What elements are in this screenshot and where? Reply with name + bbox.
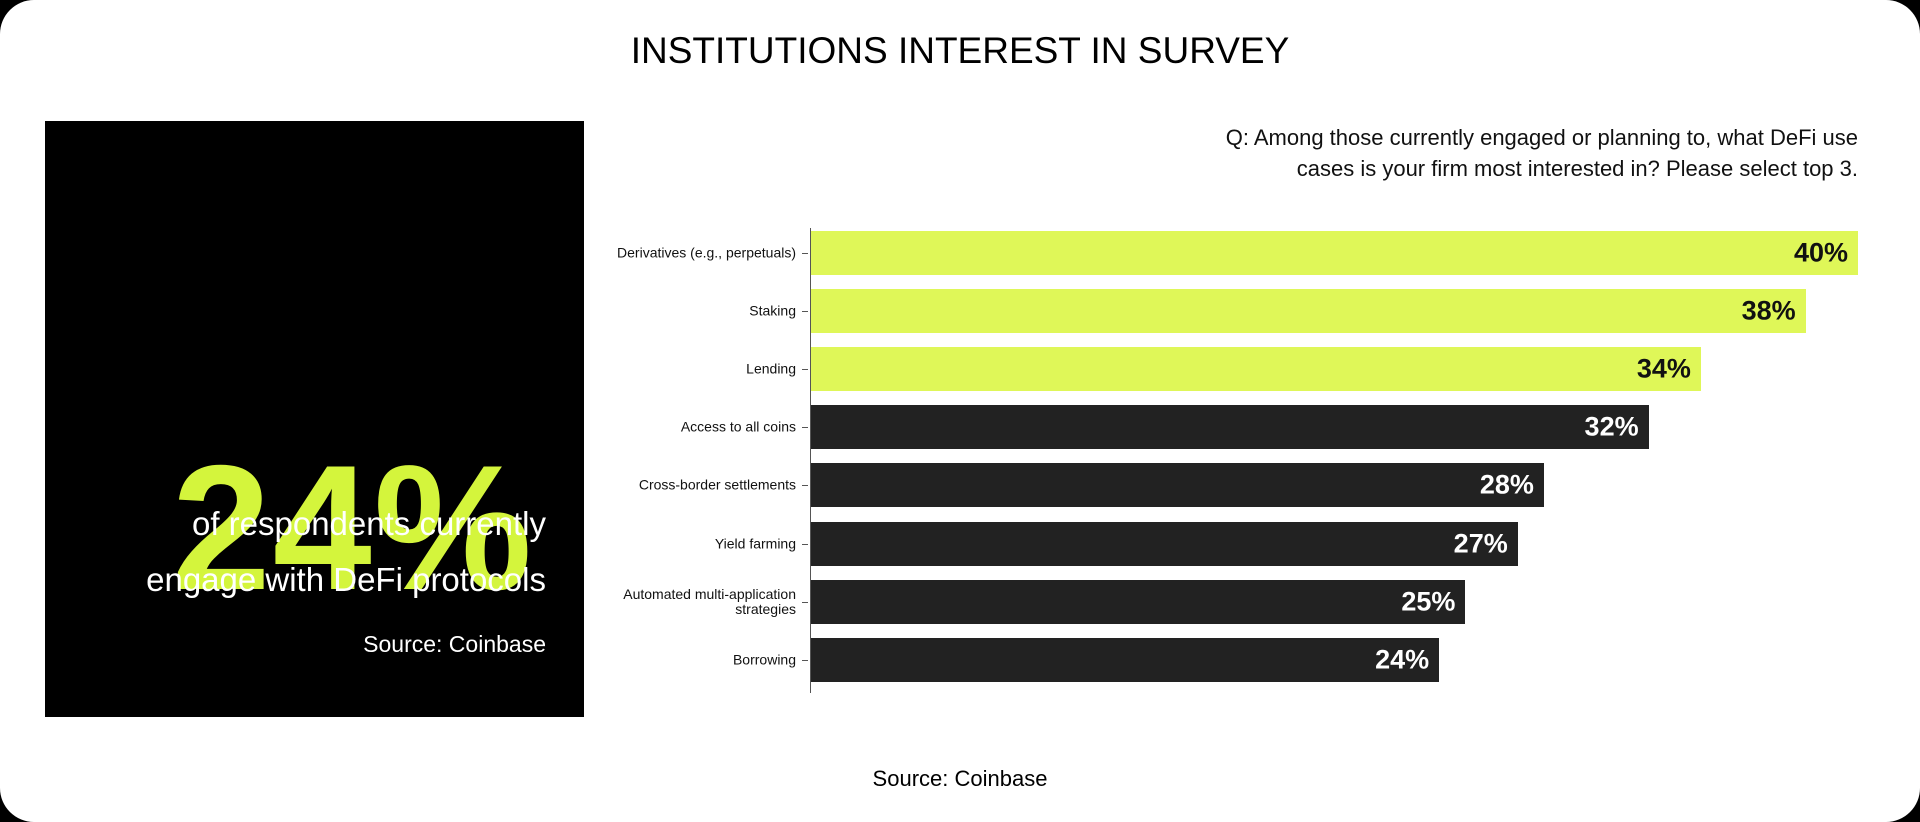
category-label: Access to all coins bbox=[680, 418, 796, 435]
caption: of respondents currently bbox=[191, 505, 546, 542]
category-tick bbox=[802, 659, 808, 661]
category-tick bbox=[802, 253, 808, 254]
title: INSTITUTIONS INTEREST IN SURVEY bbox=[630, 30, 1290, 71]
footer-source: Source: Coinbase bbox=[872, 766, 1048, 791]
category-label: Yield farming bbox=[714, 535, 796, 551]
value-label: 38% bbox=[1741, 295, 1796, 326]
value-label: 25% bbox=[1401, 586, 1456, 617]
caption: engage with DeFi protocols bbox=[146, 561, 546, 598]
category-label: Cross-border settlements bbox=[638, 476, 796, 493]
stat-panel: 24% of respondents currently engage with… bbox=[45, 121, 584, 717]
category-tick bbox=[802, 485, 808, 487]
category-tick bbox=[802, 369, 808, 371]
category-label: Automated multi-application strategies bbox=[623, 585, 796, 617]
question: Q: Among those currently engaged or plan… bbox=[1225, 125, 1858, 150]
value-label: 28% bbox=[1479, 469, 1534, 500]
category-tick bbox=[802, 311, 808, 313]
question: cases is your firm most interested in? P… bbox=[1296, 156, 1858, 181]
value-label: 40% bbox=[1793, 237, 1848, 268]
category-tick bbox=[802, 601, 808, 603]
stat: 24% bbox=[171, 428, 534, 627]
bar bbox=[811, 579, 1466, 624]
panel-source: Source: Coinbase bbox=[363, 631, 546, 657]
bar bbox=[811, 637, 1440, 682]
category-tick bbox=[802, 427, 808, 429]
value-label: 32% bbox=[1584, 411, 1639, 442]
value-label: 24% bbox=[1375, 644, 1430, 675]
bar bbox=[811, 521, 1518, 566]
category-label: Staking bbox=[749, 302, 796, 319]
value-label: 34% bbox=[1636, 353, 1691, 384]
category-label: Borrowing bbox=[732, 651, 796, 668]
bar bbox=[811, 231, 1858, 275]
bar bbox=[811, 347, 1701, 392]
category-label: Derivatives (e.g., perpetuals) bbox=[617, 244, 796, 261]
bar bbox=[811, 289, 1806, 334]
category-tick bbox=[802, 543, 808, 545]
bar bbox=[811, 405, 1649, 450]
category-axis bbox=[810, 228, 811, 693]
category-label: Lending bbox=[746, 360, 796, 377]
value-label: 27% bbox=[1453, 528, 1508, 558]
bar bbox=[811, 463, 1544, 508]
